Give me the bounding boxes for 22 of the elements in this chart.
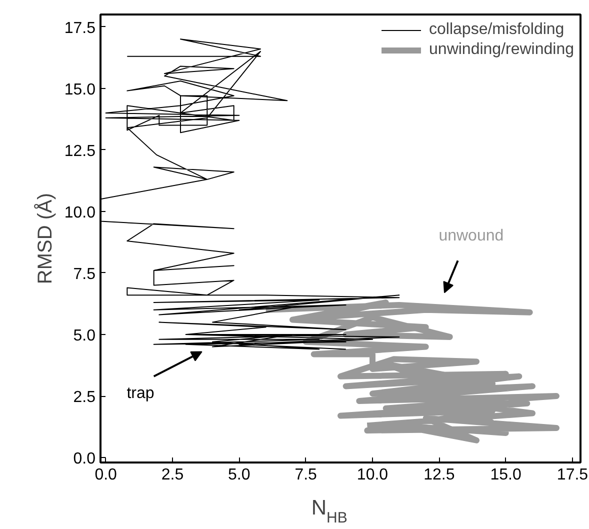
y-tick-label: 15.0 [64,81,96,98]
y-axis-title: RMSD (Å) [33,192,56,284]
x-tick-label: 0.0 [94,466,118,484]
x-tick-label: 15.0 [490,466,522,484]
legend-label: collapse/misfolding [429,21,564,39]
y-tick-label: 17.5 [64,20,96,37]
y-tick-label: 7.5 [73,266,96,283]
x-tick-label: 7.5 [294,466,318,484]
annotation: trap [126,385,154,402]
y-tick-label: 0.0 [73,450,96,468]
x-tick-label: 10.0 [356,466,388,484]
x-tick-label: 2.5 [161,466,184,484]
x-tick-label: 12.5 [424,466,455,484]
y-tick-label: 10.0 [64,204,96,222]
y-tick-label: 2.5 [73,389,96,406]
line-series [100,38,400,350]
legend-label: unwinding/rewinding [429,41,574,59]
x-tick-label: 17.5 [556,466,588,484]
annotation: unwound [438,228,504,245]
x-tick-label: 5.0 [228,466,250,484]
y-tick-label: 5.0 [73,328,96,344]
y-tick-label: 12.5 [64,142,96,160]
